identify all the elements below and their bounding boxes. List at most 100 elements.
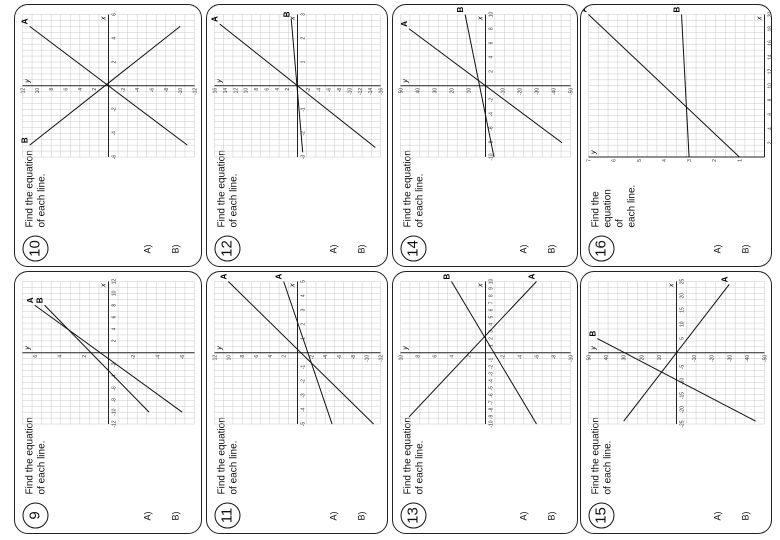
line-label-b: B	[35, 297, 44, 303]
line-a	[28, 25, 188, 146]
y-tick-label: 6	[32, 354, 38, 357]
x-tick-label: -2	[111, 107, 117, 112]
x-tick-label: 5	[488, 315, 494, 318]
x-tick-label: 8	[488, 294, 494, 297]
y-tick-label: -12	[357, 87, 363, 94]
x-tick-label: 2	[300, 36, 306, 39]
x-tick-label: 20	[679, 292, 685, 298]
x-axis-label: x	[477, 16, 484, 21]
line-label-a: A	[720, 276, 729, 282]
x-tick-label: -4	[300, 407, 306, 412]
y-tick-label: 2	[92, 87, 98, 90]
y-tick-label: 16	[212, 87, 218, 93]
line-label-a: A	[527, 273, 536, 279]
y-tick-label: -6	[534, 354, 540, 359]
y-tick-label: 2	[466, 354, 472, 357]
x-tick-label: -6	[111, 385, 117, 390]
y-tick-label: 4	[449, 354, 455, 357]
y-tick-label: 4	[267, 354, 273, 357]
x-tick-label: -5	[488, 385, 494, 390]
y-tick-label: 10	[656, 354, 662, 360]
line-a	[587, 13, 740, 157]
x-tick-label: -8	[488, 407, 494, 412]
question-card-11: 11 Find the equation of each line. A) B) x y -…	[206, 271, 388, 534]
y-tick-label: 3	[687, 158, 693, 161]
y-tick-label: -30	[727, 354, 733, 361]
x-tick-label: -2	[300, 378, 306, 383]
y-axis-label: y	[590, 150, 597, 155]
y-tick-label: 30	[432, 87, 438, 93]
y-tick-label: 4	[57, 354, 63, 357]
line-a	[282, 280, 333, 424]
question-card-10: 10 Find the equation of each line. A) B) x y -…	[14, 4, 202, 267]
x-tick-label: -6	[111, 154, 117, 159]
y-tick-label: -2	[309, 354, 315, 359]
x-tick-label: -3	[300, 154, 306, 159]
y-tick-label: 14	[222, 87, 228, 93]
x-tick-label: 8	[111, 303, 117, 306]
y-tick-label: 40	[415, 87, 421, 93]
y-tick-label: -4	[316, 87, 322, 92]
x-tick-label: 5	[300, 279, 306, 282]
y-tick-label: -10	[568, 354, 574, 361]
x-tick-label: -5	[300, 421, 306, 426]
coordinate-graph: xy-10-8-6-4-2246810-50-40-30-20-10102030…	[398, 6, 574, 160]
line-label-b: B	[442, 273, 451, 279]
y-tick-label: 6	[254, 354, 260, 357]
x-tick-label: 8	[767, 98, 772, 101]
y-tick-label: -4	[323, 354, 329, 359]
y-tick-label: -10	[500, 87, 506, 94]
x-tick-label: -2	[488, 364, 494, 369]
y-tick-label: -6	[337, 354, 343, 359]
coordinate-graph: xy-5-4-3-2-112345-12-10-8-6-4-224681012A…	[212, 273, 384, 426]
x-tick-label: -15	[679, 391, 685, 398]
y-tick-label: 6	[611, 158, 617, 161]
y-tick-label: 20	[449, 87, 455, 93]
x-tick-label: 2	[111, 60, 117, 63]
line-label-a: A	[219, 273, 228, 279]
y-tick-label: 12	[233, 87, 239, 93]
line-label-b: B	[20, 137, 29, 143]
y-tick-label: 4	[661, 158, 667, 161]
y-tick-label: 8	[49, 87, 55, 90]
y-tick-label: -4	[517, 354, 523, 359]
x-tick-label: 7	[488, 301, 494, 304]
x-tick-label: 3	[488, 329, 494, 332]
question-card-12: 12 Find the equation of each line. A) B) x y -…	[206, 4, 388, 267]
x-tick-label: 6	[488, 308, 494, 311]
x-tick-label: 10	[767, 82, 772, 88]
y-axis-label: y	[402, 78, 409, 83]
x-tick-label: 14	[767, 54, 772, 60]
y-tick-label: -2	[500, 354, 506, 359]
y-tick-label: -12	[378, 354, 384, 361]
x-tick-label: -6	[488, 393, 494, 398]
x-tick-label: 4	[300, 294, 306, 297]
y-tick-label: -10	[347, 87, 353, 94]
x-tick-label: -10	[111, 408, 117, 415]
y-tick-label: -50	[568, 87, 574, 94]
y-tick-label: -8	[551, 354, 557, 359]
y-tick-label: 8	[254, 87, 260, 90]
y-tick-label: -8	[163, 87, 169, 92]
x-tick-label: 6	[111, 12, 117, 15]
x-tick-label: 3	[300, 12, 306, 15]
coordinate-graph: x y -6 -4 -2 2 4 6 -12 -10 -8 -6 -4 -2 2 4 6 8 10 12 A B	[20, 12, 198, 159]
coordinate-graph: xy-3-2-1123-16-14-12-10-8-6-4-2246810121…	[210, 11, 384, 159]
line-a	[227, 280, 374, 424]
y-tick-label: 2	[712, 158, 718, 161]
line-label-a: A	[274, 273, 283, 279]
x-tick-label: -3	[300, 393, 306, 398]
y-tick-label: -6	[149, 87, 155, 92]
y-tick-label: -20	[709, 354, 715, 361]
y-tick-label: 4	[77, 87, 83, 90]
x-tick-label: 12	[111, 278, 117, 284]
y-tick-label: 4	[274, 87, 280, 90]
x-tick-label: 4	[767, 126, 772, 129]
x-tick-label: 6	[488, 41, 494, 44]
y-axis-label: y	[24, 78, 31, 83]
x-tick-label: -12	[111, 420, 117, 427]
y-tick-label: 7	[586, 158, 592, 161]
x-tick-label: -2	[488, 97, 494, 102]
x-tick-label: 10	[488, 11, 494, 17]
